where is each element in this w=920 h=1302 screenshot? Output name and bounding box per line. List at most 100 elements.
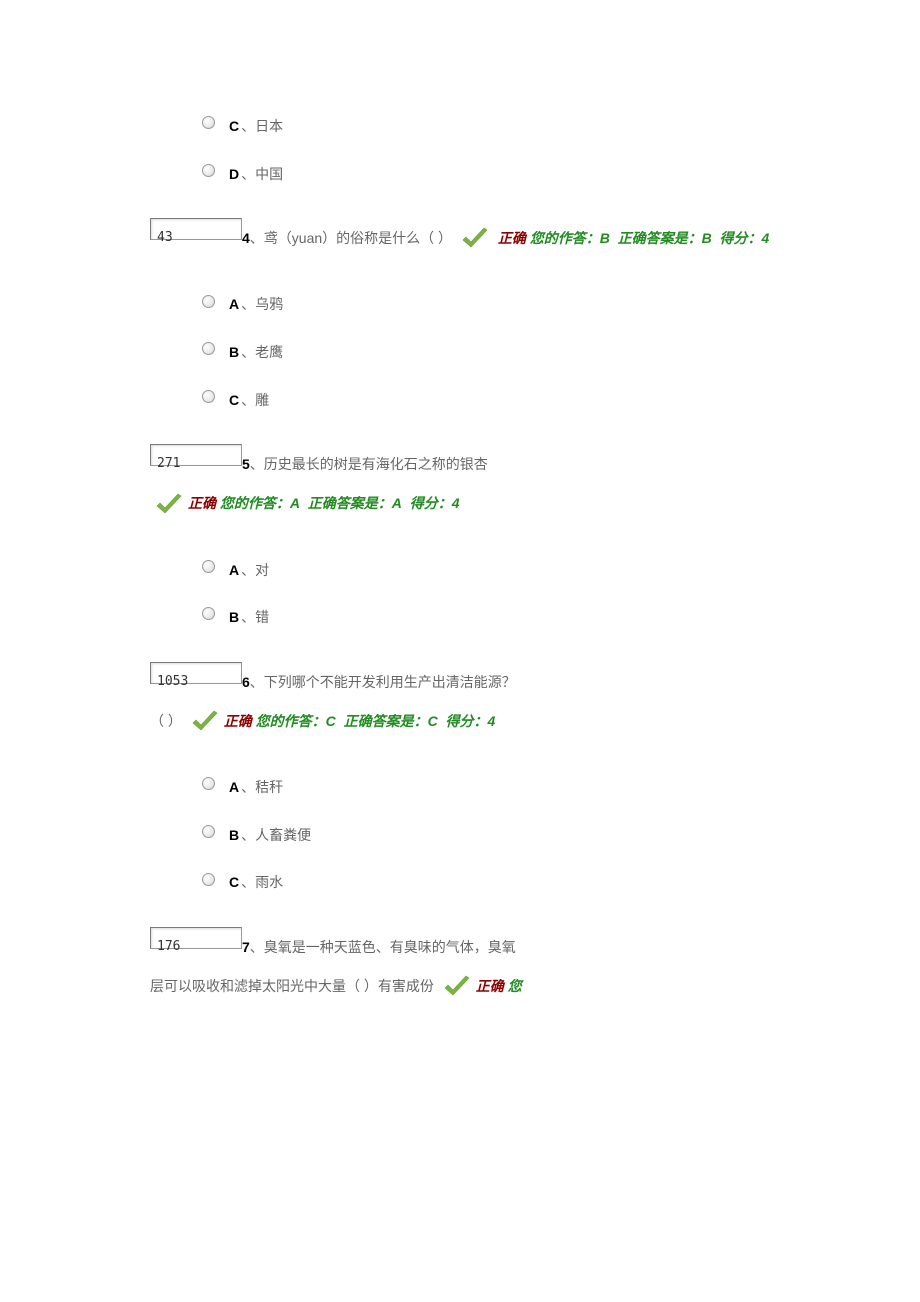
radio-icon[interactable]: [202, 825, 215, 838]
option-row: A、乌鸦: [202, 288, 770, 322]
your-answer-prefix: 您的作答：: [530, 230, 600, 246]
options-block-q6: A、秸秆 B、人畜粪便 C、雨水: [150, 771, 770, 900]
answer-tail: 您: [508, 978, 522, 994]
score-prefix: 得分：: [720, 230, 762, 246]
radio-icon[interactable]: [202, 295, 215, 308]
status-correct-label: 正确: [224, 713, 252, 729]
option-text: 雨水: [255, 874, 283, 890]
option-letter: A: [229, 779, 239, 795]
question-number: 6: [242, 674, 250, 690]
option-letter: C: [229, 874, 239, 890]
option-row: A、对: [202, 554, 770, 588]
option-text: 老鹰: [255, 344, 283, 360]
question-7: 1767、臭氧是一种天蓝色、有臭味的气体，臭氧 层可以吸收和滤掉太阳光中大量（ …: [150, 928, 770, 1006]
question-id-input[interactable]: 1053: [150, 662, 242, 684]
radio-icon[interactable]: [202, 873, 215, 886]
option-letter: C: [229, 392, 239, 408]
option-text: 日本: [255, 118, 283, 134]
option-letter: D: [229, 166, 239, 182]
option-sep: 、: [241, 118, 255, 134]
question-id-input[interactable]: 43: [150, 218, 242, 240]
option-sep: 、: [241, 609, 255, 625]
option-row: B、老鹰: [202, 336, 770, 370]
option-text: 乌鸦: [255, 296, 283, 312]
question-5: 2715、历史最长的树是有海化石之称的银杏 正确 您的作答：A 正确答案是：A …: [150, 445, 770, 523]
radio-icon[interactable]: [202, 116, 215, 129]
options-block-prev: C、日本 D、中国: [150, 110, 770, 191]
correct-answer: A: [392, 495, 402, 511]
radio-icon[interactable]: [202, 560, 215, 573]
quiz-content: C、日本 D、中国 434、鸢（yuan）的俗称是什么（ ） 正确 您的作答：B…: [0, 0, 920, 1068]
option-row: B、人畜粪便: [202, 819, 770, 853]
option-row: C、雨水: [202, 866, 770, 900]
status-correct-label: 正确: [476, 978, 504, 994]
option-letter: B: [229, 609, 239, 625]
option-text: 人畜粪便: [255, 827, 311, 843]
correct-answer: B: [702, 230, 712, 246]
your-answer-prefix: 您的作答：: [256, 713, 326, 729]
status-correct-label: 正确: [498, 230, 526, 246]
question-sep: 、: [250, 939, 264, 955]
option-letter: A: [229, 562, 239, 578]
score-value: 4: [487, 713, 495, 729]
option-text: 雕: [255, 392, 269, 408]
radio-icon[interactable]: [202, 777, 215, 790]
option-sep: 、: [241, 344, 255, 360]
question-id-input[interactable]: 176: [150, 927, 242, 949]
option-sep: 、: [241, 392, 255, 408]
option-text: 错: [255, 609, 269, 625]
correct-answer: C: [428, 713, 438, 729]
radio-icon[interactable]: [202, 342, 215, 355]
question-sep: 、: [250, 674, 264, 690]
question-6: 10536、下列哪个不能开发利用生产出清洁能源？ （ ） 正确 您的作答：C 正…: [150, 663, 770, 741]
radio-icon[interactable]: [202, 607, 215, 620]
score-value: 4: [452, 495, 460, 511]
score-prefix: 得分：: [410, 495, 452, 511]
option-letter: A: [229, 296, 239, 312]
answer-info: 您的作答：B 正确答案是：B 得分：4: [530, 230, 770, 246]
check-icon: [154, 492, 184, 518]
option-sep: 、: [241, 166, 255, 182]
correct-answer-prefix: 正确答案是：: [618, 230, 702, 246]
option-text: 对: [255, 562, 269, 578]
option-text: 中国: [255, 166, 283, 182]
your-answer-prefix: 您的作答：: [220, 495, 290, 511]
radio-icon[interactable]: [202, 164, 215, 177]
question-text-part2: （ ）: [150, 713, 182, 729]
option-row: D、中国: [202, 158, 770, 192]
check-icon: [442, 974, 472, 1000]
question-text-part1: 臭氧是一种天蓝色、有臭味的气体，臭氧: [264, 939, 516, 955]
your-answer: B: [600, 230, 610, 246]
question-number: 7: [242, 939, 250, 955]
question-text-part1: 下列哪个不能开发利用生产出清洁能源？: [264, 674, 516, 690]
option-row: C、雕: [202, 384, 770, 418]
correct-answer-prefix: 正确答案是：: [344, 713, 428, 729]
question-number: 5: [242, 456, 250, 472]
correct-answer-prefix: 正确答案是：: [308, 495, 392, 511]
your-answer: A: [290, 495, 300, 511]
option-text: 秸秆: [255, 779, 283, 795]
question-text-part2: 层可以吸收和滤掉太阳光中大量（ ）有害成份: [150, 978, 434, 994]
option-sep: 、: [241, 779, 255, 795]
options-block-q4: A、乌鸦 B、老鹰 C、雕: [150, 288, 770, 417]
question-4: 434、鸢（yuan）的俗称是什么（ ） 正确 您的作答：B 正确答案是：B 得…: [150, 219, 770, 258]
options-block-q5: A、对 B、错: [150, 554, 770, 635]
question-number: 4: [242, 230, 250, 246]
question-id-input[interactable]: 271: [150, 444, 242, 466]
your-answer: C: [326, 713, 336, 729]
option-sep: 、: [241, 296, 255, 312]
option-letter: B: [229, 827, 239, 843]
option-sep: 、: [241, 874, 255, 890]
option-sep: 、: [241, 827, 255, 843]
score-value: 4: [762, 230, 770, 246]
question-sep: 、: [250, 456, 264, 472]
score-prefix: 得分：: [445, 713, 487, 729]
question-sep: 、: [250, 230, 264, 246]
question-text: 历史最长的树是有海化石之称的银杏: [264, 456, 488, 472]
option-row: C、日本: [202, 110, 770, 144]
option-sep: 、: [241, 562, 255, 578]
option-row: B、错: [202, 601, 770, 635]
option-row: A、秸秆: [202, 771, 770, 805]
radio-icon[interactable]: [202, 390, 215, 403]
answer-info: 您的作答：A 正确答案是：A 得分：4: [220, 495, 460, 511]
